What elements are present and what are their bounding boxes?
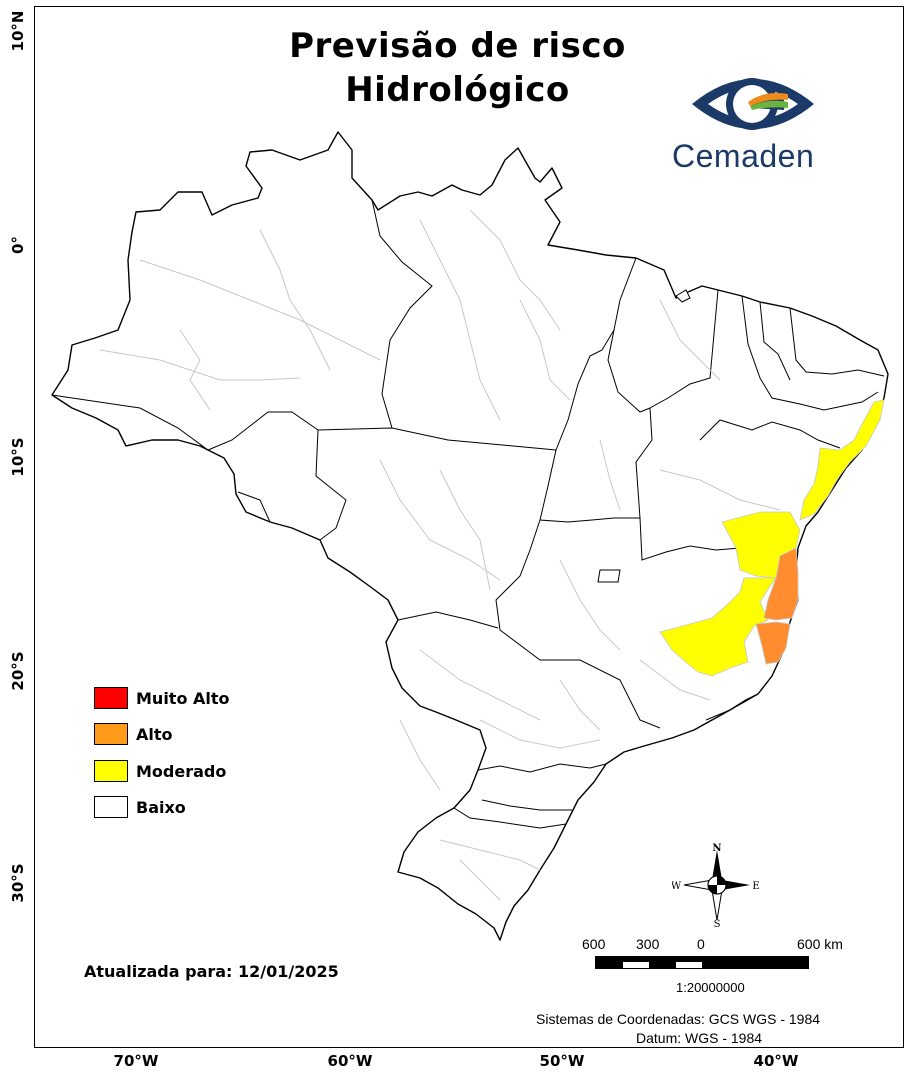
legend-item-muito-alto: Muito Alto — [94, 686, 230, 710]
brazil-outline — [51, 131, 889, 941]
scale-label-600-km: 600 km — [797, 936, 843, 952]
scale-ratio: 1:20000000 — [676, 980, 745, 995]
cemaden-eye-logo-icon — [692, 78, 814, 130]
legend-item-alto: Alto — [94, 722, 173, 746]
legend-label: Baixo — [136, 797, 186, 817]
legend-item-baixo: Baixo — [94, 795, 186, 819]
legend-swatch-moderado — [94, 760, 128, 782]
legend-label: Alto — [136, 724, 173, 744]
moderate-risk-area-coast — [799, 399, 885, 521]
scale-label-600-left: 600 — [582, 936, 606, 952]
map-title-line1: Previsão de risco — [289, 26, 626, 66]
internal-basin-lines — [99, 209, 781, 901]
map-title-line2: Hidrológico — [345, 70, 570, 110]
update-date-text: Atualizada para: 12/01/2025 — [84, 962, 339, 981]
svg-text:E: E — [752, 881, 759, 892]
compass-rose-icon: N S W E — [672, 843, 760, 930]
coordinate-system-text: Sistemas de Coordenadas: GCS WGS - 1984 — [536, 1011, 821, 1027]
lon-label-40w: 40°W — [753, 1052, 799, 1070]
scale-label-0: 0 — [697, 936, 705, 952]
scale-label-300: 300 — [636, 936, 660, 952]
state-boundaries — [51, 199, 885, 829]
datum-text: Datum: WGS - 1984 — [636, 1030, 763, 1046]
legend-swatch-alto — [94, 723, 128, 745]
lon-label-70w: 70°W — [113, 1052, 159, 1070]
svg-text:S: S — [714, 919, 721, 930]
scale-bar — [595, 956, 809, 969]
lon-label-50w: 50°W — [539, 1052, 585, 1070]
legend-item-moderado: Moderado — [94, 759, 226, 783]
legend-swatch-muito-alto — [94, 687, 128, 709]
lon-label-60w: 60°W — [327, 1052, 373, 1070]
legend-swatch-baixo — [94, 796, 128, 818]
svg-text:N: N — [712, 843, 721, 854]
logo-text: Cemaden — [672, 138, 815, 174]
moderate-risk-area-southwest — [659, 577, 777, 677]
high-risk-area-bahia-south — [763, 547, 799, 621]
legend-label: Muito Alto — [136, 688, 230, 708]
high-risk-area-espirito-santo — [755, 621, 791, 665]
svg-text:W: W — [672, 881, 682, 892]
legend-label: Moderado — [136, 761, 227, 781]
